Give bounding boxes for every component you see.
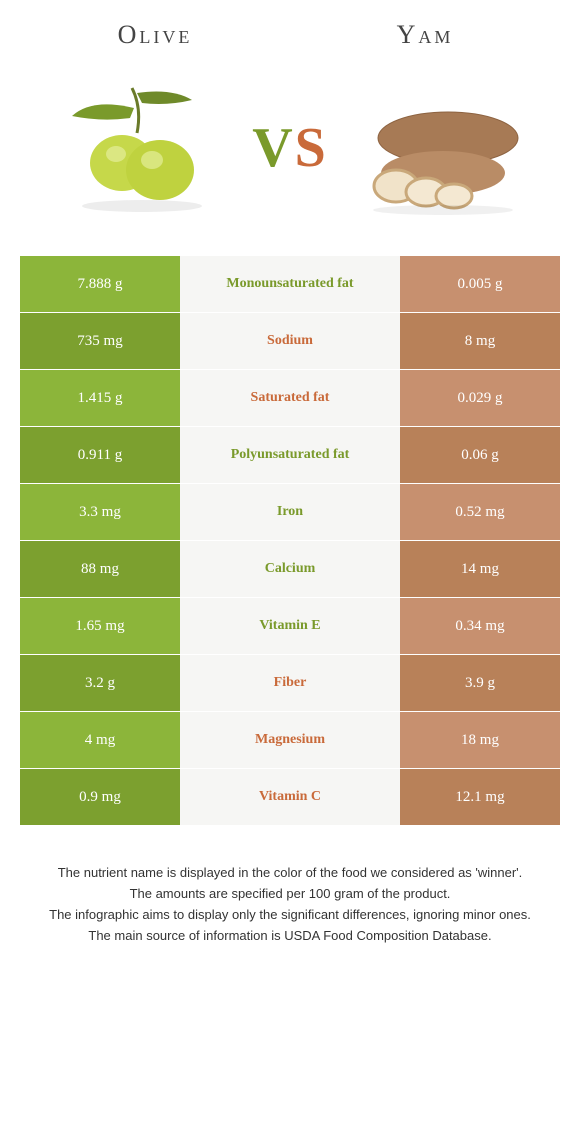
table-row: 735 mgSodium8 mg — [20, 313, 560, 370]
value-right: 0.52 mg — [400, 484, 560, 540]
nutrient-name: Saturated fat — [180, 370, 400, 426]
nutrient-name: Magnesium — [180, 712, 400, 768]
value-right: 14 mg — [400, 541, 560, 597]
titles-row: Olive Yam — [20, 20, 560, 50]
value-right: 0.06 g — [400, 427, 560, 483]
value-right: 18 mg — [400, 712, 560, 768]
value-left: 735 mg — [20, 313, 180, 369]
nutrient-name: Vitamin C — [180, 769, 400, 825]
title-right: Yam — [290, 20, 560, 50]
table-row: 4 mgMagnesium18 mg — [20, 712, 560, 769]
table-row: 0.9 mgVitamin C12.1 mg — [20, 769, 560, 826]
yam-image — [348, 78, 528, 218]
images-row: VS — [20, 68, 560, 228]
nutrient-name: Polyunsaturated fat — [180, 427, 400, 483]
table-row: 3.3 mgIron0.52 mg — [20, 484, 560, 541]
value-right: 0.34 mg — [400, 598, 560, 654]
footnote-line: The nutrient name is displayed in the co… — [38, 864, 542, 883]
value-right: 12.1 mg — [400, 769, 560, 825]
table-row: 0.911 gPolyunsaturated fat0.06 g — [20, 427, 560, 484]
value-left: 3.3 mg — [20, 484, 180, 540]
footnote-line: The main source of information is USDA F… — [38, 927, 542, 946]
value-left: 0.9 mg — [20, 769, 180, 825]
vs-s: S — [295, 117, 328, 179]
footnote-line: The infographic aims to display only the… — [38, 906, 542, 925]
footnotes: The nutrient name is displayed in the co… — [20, 864, 560, 945]
value-left: 4 mg — [20, 712, 180, 768]
table-row: 7.888 gMonounsaturated fat0.005 g — [20, 256, 560, 313]
nutrient-name: Vitamin E — [180, 598, 400, 654]
value-left: 1.65 mg — [20, 598, 180, 654]
table-row: 88 mgCalcium14 mg — [20, 541, 560, 598]
value-left: 0.911 g — [20, 427, 180, 483]
value-left: 88 mg — [20, 541, 180, 597]
value-left: 3.2 g — [20, 655, 180, 711]
table-row: 1.415 gSaturated fat0.029 g — [20, 370, 560, 427]
nutrient-name: Monounsaturated fat — [180, 256, 400, 312]
vs-v: V — [252, 117, 294, 179]
nutrient-name: Iron — [180, 484, 400, 540]
title-left: Olive — [20, 20, 290, 50]
value-right: 0.005 g — [400, 256, 560, 312]
vs-label: VS — [252, 116, 328, 180]
nutrient-name: Sodium — [180, 313, 400, 369]
table-row: 1.65 mgVitamin E0.34 mg — [20, 598, 560, 655]
nutrient-table: 7.888 gMonounsaturated fat0.005 g735 mgS… — [20, 256, 560, 826]
nutrient-name: Calcium — [180, 541, 400, 597]
nutrient-name: Fiber — [180, 655, 400, 711]
value-right: 0.029 g — [400, 370, 560, 426]
footnote-line: The amounts are specified per 100 gram o… — [38, 885, 542, 904]
olive-image — [52, 78, 232, 218]
value-right: 3.9 g — [400, 655, 560, 711]
value-left: 7.888 g — [20, 256, 180, 312]
table-row: 3.2 gFiber3.9 g — [20, 655, 560, 712]
value-left: 1.415 g — [20, 370, 180, 426]
value-right: 8 mg — [400, 313, 560, 369]
